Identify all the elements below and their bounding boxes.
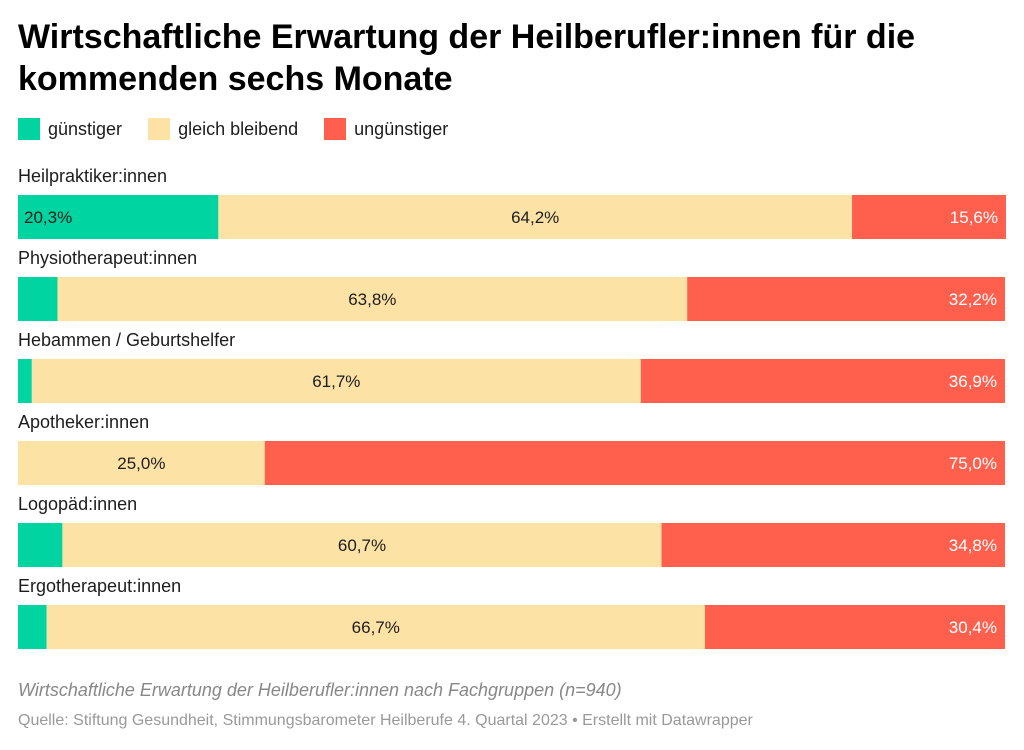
legend-item-guenstiger: günstiger — [18, 118, 122, 140]
data-label-ung-nstiger-apotheker-innen: 75,0% — [949, 454, 997, 473]
bar-segment-ung-nstiger-ergotherapeut-innen — [704, 605, 1005, 649]
data-label-gleich-bleibend-heilpraktiker-innen: 64,2% — [511, 208, 559, 227]
legend-swatch-gleich-bleibend — [148, 118, 171, 140]
data-label-gleich-bleibend-physiotherapeut-innen: 63,8% — [348, 290, 396, 309]
bar-segment-g-nstiger-heilpraktiker-innen — [18, 195, 219, 239]
chart-title: Wirtschaftliche Erwartung der Heilberufl… — [18, 18, 916, 98]
legend-label-gleich-bleibend: gleich bleibend — [178, 118, 299, 139]
chart-description: Wirtschaftliche Erwartung der Heilberufl… — [18, 680, 622, 700]
bar-segment-g-nstiger-logop-d-innen — [18, 523, 63, 567]
bar-segment-gleich-bleibend-heilpraktiker-innen — [218, 195, 853, 239]
bar-segment-ung-nstiger-logop-d-innen — [661, 523, 1005, 567]
data-label-ung-nstiger-ergotherapeut-innen: 30,4% — [949, 618, 997, 637]
bar-segment-gleich-bleibend-apotheker-innen — [18, 441, 265, 485]
bar-segment-ung-nstiger-apotheker-innen — [264, 441, 1005, 485]
category-label-ergotherapeut-innen: Ergotherapeut:innen — [18, 576, 181, 596]
stacked-bar-chart: Heilpraktiker:innen 20,3% 64,2% 15,6% Physio… — [0, 160, 1024, 660]
category-label-hebammen-geburtshelfer: Hebammen / Geburtshelfer — [18, 330, 235, 350]
legend-label-unguenstiger: ungünstiger — [354, 118, 449, 139]
bar-segment-ung-nstiger-heilpraktiker-innen — [852, 195, 1006, 239]
legend-item-gleich-bleibend: gleich bleibend — [148, 118, 298, 140]
category-label-physiotherapeut-innen: Physiotherapeut:innen — [18, 248, 197, 268]
bar-segment-g-nstiger-ergotherapeut-innen — [18, 605, 47, 649]
chart-legend: günstiger gleich bleibend ungünstiger — [18, 118, 474, 140]
bar-segment-g-nstiger-physiotherapeut-innen — [18, 277, 58, 321]
bar-segment-ung-nstiger-physiotherapeut-innen — [687, 277, 1005, 321]
legend-swatch-guenstiger — [18, 118, 40, 140]
data-label-ung-nstiger-hebammen-geburtshelfer: 36,9% — [949, 372, 997, 391]
category-label-heilpraktiker-innen: Heilpraktiker:innen — [18, 166, 167, 186]
legend-swatch-unguenstiger — [324, 118, 347, 140]
data-label-gleich-bleibend-hebammen-geburtshelfer: 61,7% — [312, 372, 360, 391]
data-label-ung-nstiger-physiotherapeut-innen: 32,2% — [949, 290, 997, 309]
bar-segment-g-nstiger-hebammen-geburtshelfer — [18, 359, 32, 403]
data-label-gleich-bleibend-apotheker-innen: 25,0% — [117, 454, 165, 473]
data-label-gleich-bleibend-logop-d-innen: 60,7% — [338, 536, 386, 555]
bar-segment-ung-nstiger-hebammen-geburtshelfer — [640, 359, 1005, 403]
bar-segment-gleich-bleibend-logop-d-innen — [62, 523, 662, 567]
legend-label-guenstiger: günstiger — [48, 118, 123, 139]
bar-segment-gleich-bleibend-ergotherapeut-innen — [46, 605, 705, 649]
data-label-ung-nstiger-heilpraktiker-innen: 15,6% — [950, 208, 998, 227]
data-label-g-nstiger-heilpraktiker-innen: 20,3% — [24, 208, 72, 227]
chart-svg: Heilpraktiker:innen 20,3% 64,2% 15,6% Physio… — [18, 166, 1006, 649]
category-label-apotheker-innen: Apotheker:innen — [18, 412, 149, 432]
bar-segment-gleich-bleibend-physiotherapeut-innen — [57, 277, 688, 321]
bar-segment-gleich-bleibend-hebammen-geburtshelfer — [31, 359, 641, 403]
data-label-gleich-bleibend-ergotherapeut-innen: 66,7% — [352, 618, 400, 637]
legend-item-unguenstiger: ungünstiger — [324, 118, 448, 140]
data-label-ung-nstiger-logop-d-innen: 34,8% — [949, 536, 997, 555]
category-label-logop-d-innen: Logopäd:innen — [18, 494, 137, 514]
chart-source: Quelle: Stiftung Gesundheit, Stimmungsba… — [18, 712, 753, 729]
